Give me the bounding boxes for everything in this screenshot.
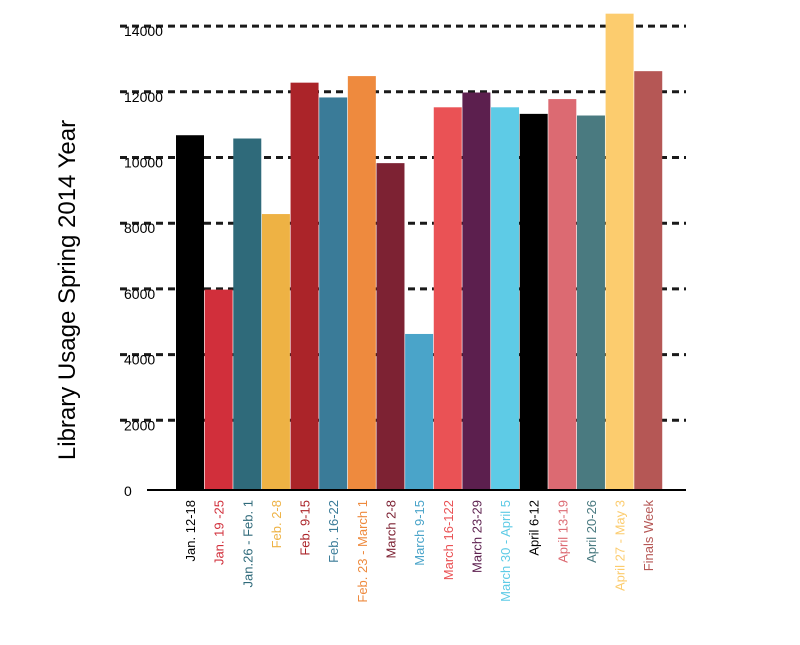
bar-8	[405, 333, 434, 490]
bar-6	[347, 76, 376, 490]
bar-1	[204, 289, 233, 490]
bar-12	[519, 113, 548, 491]
x-tick-label-15: April 27 - May 3	[613, 500, 628, 591]
bar-9	[433, 107, 462, 491]
x-tick-label-14: April 20-26	[584, 500, 599, 563]
bar-14	[576, 115, 605, 490]
x-tick-label-8: March 9-15	[412, 500, 427, 566]
x-tick-label-9: March 16-122	[441, 500, 456, 580]
y-tick-label-0: 0	[124, 483, 132, 499]
x-tick-label-2: Jan.26 - Feb. 1	[240, 500, 255, 587]
bar-16	[634, 71, 663, 490]
bar-15	[605, 13, 634, 491]
x-tick-label-10: March 23-29	[469, 500, 484, 573]
bar-4	[290, 82, 319, 490]
bars	[176, 13, 663, 491]
bar-5	[319, 97, 348, 490]
x-tick-label-6: Feb. 23 - March 1	[355, 500, 370, 603]
y-axis-label: Library Usage Spring 2014 Year	[54, 120, 81, 460]
x-tick-labels: Jan. 12-18 Jan. 19 -25 Jan.26 - Feb. 1 Feb.…	[183, 500, 656, 603]
bar-10	[462, 92, 491, 490]
y-tick-label-6: 12000	[124, 89, 163, 105]
bar-2	[233, 138, 262, 490]
bar-11	[491, 107, 520, 491]
y-tick-label-7: 14000	[124, 23, 163, 39]
y-tick-label-2: 4000	[124, 352, 155, 368]
y-tick-label-4: 8000	[124, 220, 155, 236]
x-tick-label-0: Jan. 12-18	[183, 500, 198, 561]
x-tick-label-13: April 13-19	[555, 500, 570, 563]
y-tick-label-5: 10000	[124, 155, 163, 171]
bar-7	[376, 163, 405, 490]
x-tick-label-5: Feb. 16-22	[326, 500, 341, 563]
y-tick-labels: 0 2000 4000 6000 8000 10000 12000 14000	[124, 23, 163, 499]
x-tick-label-7: March 2-8	[383, 500, 398, 559]
x-tick-label-11: March 30 - April 5	[498, 500, 513, 602]
y-tick-label-1: 2000	[124, 417, 155, 433]
bar-3	[261, 214, 290, 490]
x-tick-label-12: April 6-12	[527, 500, 542, 556]
x-tick-label-1: Jan. 19 -25	[212, 500, 227, 565]
bar-13	[548, 99, 577, 491]
x-tick-label-3: Feb. 2-8	[269, 500, 284, 548]
x-tick-label-16: Finals Week	[641, 500, 656, 572]
bar-0	[176, 135, 204, 490]
y-tick-label-3: 6000	[124, 286, 155, 302]
x-tick-label-4: Feb. 9-15	[298, 500, 313, 556]
